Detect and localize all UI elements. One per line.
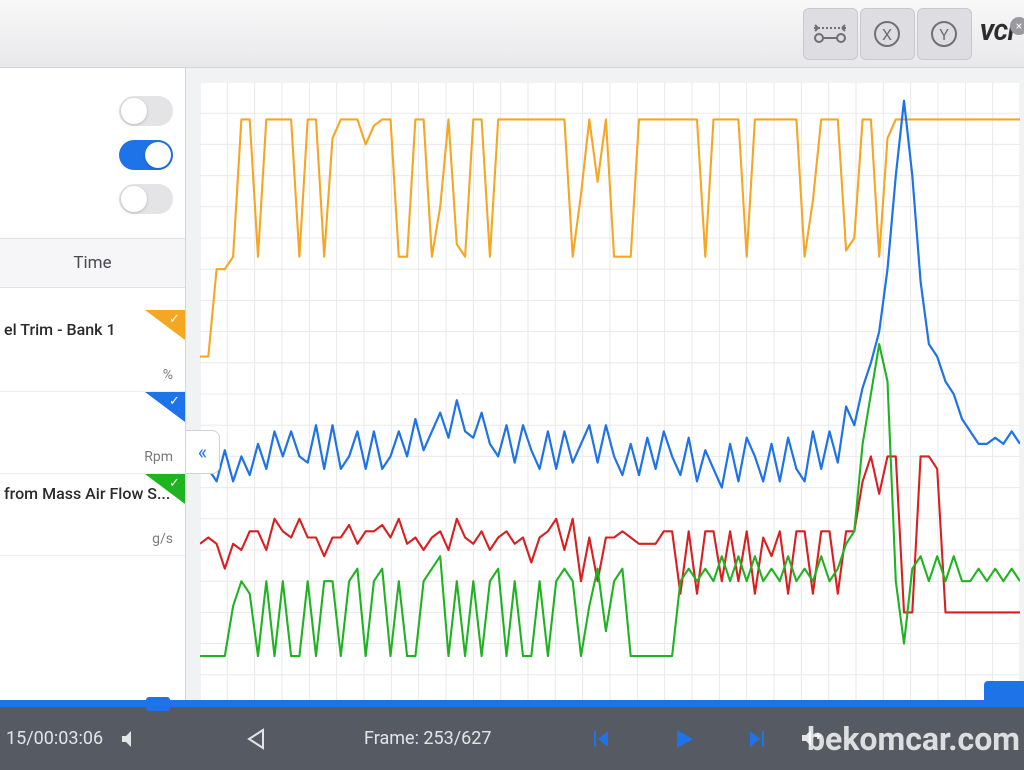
svg-text:Y: Y [939, 25, 949, 44]
toggle-0[interactable] [119, 96, 173, 126]
pid-item[interactable]: el Trim - Bank 1% [0, 310, 185, 392]
sidebar: Time el Trim - Bank 1% Rpm from Mass Air F… [0, 68, 186, 707]
chart-area [186, 68, 1024, 707]
toggle-2[interactable] [119, 184, 173, 214]
pid-unit: % [163, 367, 173, 383]
main-area: Time el Trim - Bank 1% Rpm from Mass Air F… [0, 68, 1024, 707]
vci-close-icon[interactable]: × [1010, 17, 1024, 35]
pid-unit: g/s [152, 531, 173, 547]
toggle-1[interactable] [119, 140, 173, 170]
pid-unit: Rpm [144, 449, 173, 465]
triangle-left-icon [243, 726, 269, 752]
top-toolbar: X Y VCI × [0, 0, 1024, 68]
pid-item[interactable]: from Mass Air Flow S...g/s [0, 474, 185, 556]
play-icon [671, 726, 697, 752]
skip-back-button[interactable] [578, 717, 622, 761]
toggle-knob [145, 142, 171, 168]
frame-counter: Frame: 253/627 [358, 728, 498, 749]
pid-item[interactable]: Rpm [0, 392, 185, 474]
x-circle-icon: X [873, 20, 901, 48]
toggle-knob [121, 186, 147, 212]
scrub-bar[interactable] [0, 700, 1024, 707]
skip-forward-icon [746, 727, 770, 751]
skip-back-icon [588, 727, 612, 751]
time-header: Time [0, 238, 185, 288]
pid-color-corner [145, 310, 185, 340]
toggle-knob [121, 98, 147, 124]
playback-time: 15/00:03:06 [0, 728, 109, 749]
speaker-plus-icon [799, 726, 825, 752]
bottom-bar: 15/00:03:06 Frame: 253/627 [0, 707, 1024, 770]
axle-icon [812, 24, 848, 44]
pid-color-corner [145, 474, 185, 504]
vci-status: VCI × [974, 21, 1020, 46]
pid-color-corner [145, 392, 185, 422]
live-data-chart[interactable] [200, 82, 1020, 706]
collapse-sidebar-button[interactable]: « [186, 430, 220, 474]
axle-button[interactable] [803, 8, 858, 60]
skip-forward-button[interactable] [736, 717, 780, 761]
pid-list: el Trim - Bank 1% Rpm from Mass Air Flow S… [0, 310, 185, 707]
back-button[interactable] [234, 717, 278, 761]
x-button[interactable]: X [860, 8, 915, 60]
chevron-left-icon: « [198, 440, 207, 464]
toggle-group [0, 68, 185, 232]
mute-button[interactable] [109, 717, 153, 761]
volume-up-button[interactable] [790, 717, 834, 761]
speaker-mute-icon [119, 727, 143, 751]
play-button[interactable] [662, 717, 706, 761]
scrub-handle[interactable] [146, 697, 170, 711]
svg-text:X: X [882, 25, 892, 44]
y-circle-icon: Y [930, 20, 958, 48]
y-button[interactable]: Y [917, 8, 972, 60]
